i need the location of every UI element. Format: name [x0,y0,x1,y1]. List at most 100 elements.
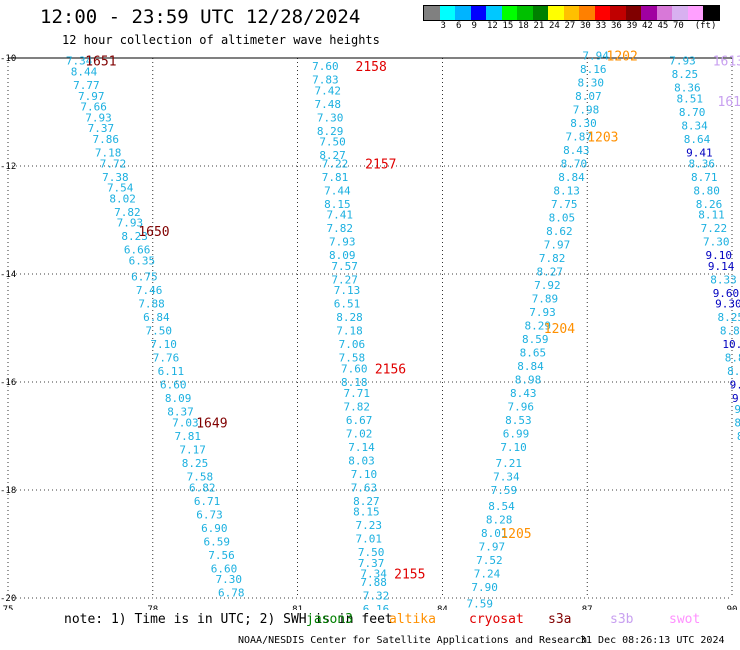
scale-swatch [703,6,719,20]
wave-height-value: 8.26 [696,198,723,211]
scale-label: (ft) [694,21,717,31]
wave-height-value: 6.16 [363,603,390,610]
wave-height-value: 8.02 [109,192,136,205]
wave-height-value: 7.82 [114,206,141,219]
wave-height-value: 8.70 [561,157,588,170]
footer-note: note: 1) Time is in UTC; 2) SWH is in fe… [64,612,393,627]
wave-height-value: 7.06 [339,338,366,351]
wave-height-value: 8.71 [691,171,718,184]
wave-height-value: 7.30 [703,236,730,249]
wave-height-value: 6.82 [189,481,216,494]
wave-height-value: 6.59 [203,535,230,548]
scale-swatch [548,6,564,20]
wave-height-value: 8.25 [672,68,699,81]
y-tick-label: -18 [0,486,16,496]
wave-height-value: 7.97 [479,541,506,554]
wave-height-value: 7.24 [474,568,501,581]
wave-height-value: 9.41 [686,147,713,160]
wave-height-value: 8.03 [348,454,375,467]
scale-label: 12 [487,21,498,31]
wave-height-value: 8.36 [689,157,716,170]
wave-height-value: 7.86 [92,133,119,146]
wave-height-value: 9.60 [713,287,740,300]
wave-height-value: 7.58 [187,471,214,484]
wave-height-value: 8 [737,430,740,443]
wave-height-value: 7.10 [150,338,177,351]
wave-height-value: 7.48 [314,98,341,111]
wave-height-value: 8.07 [575,90,602,103]
wave-height-value: 9. [732,392,740,405]
pass-time-label: 2157 [365,157,396,172]
wave-height-value: 7.92 [534,279,561,292]
wave-height-value: 8.80 [693,184,720,197]
wave-height-value: 7.34 [360,568,387,581]
wave-height-value: 8.16 [580,63,607,76]
wave-height-value: 8.83 [720,325,740,338]
pass-time-label: 1651 [85,55,116,70]
wave-height-value: 8 [734,417,740,430]
wave-height-value: 8.25 [718,311,740,324]
wave-height-value: 7.50 [319,136,346,149]
wave-height-value: 7.59 [467,597,494,610]
scale-label: 36 [611,21,622,31]
scale-label: 33 [595,21,607,31]
wave-height-value: 8.84 [517,360,544,373]
y-tick-label: -10 [0,54,16,64]
wave-height-value: 8.53 [505,414,532,427]
wave-height-value: 7.10 [351,468,378,481]
wave-height-value: 7.50 [358,546,385,559]
scale-swatch [610,6,626,20]
legend-item-swot: swot [669,612,701,627]
wave-height-value: 7.18 [95,147,122,160]
wave-height-value: 7.58 [339,352,366,365]
legend-item-cryosat: cryosat [469,612,524,627]
wave-height-value: 7.76 [153,352,180,365]
pass-time-label: 1204 [544,322,575,337]
wave-height-value: 8.15 [324,198,351,211]
wave-height-value: 8.65 [520,346,547,359]
wave-height-value: 8.51 [676,93,703,106]
wave-height-value: 7.02 [346,427,373,440]
wave-height-value: 7.30 [216,573,243,586]
wave-height-value: 8.30 [570,117,597,130]
wave-height-value: 8.27 [353,495,380,508]
scale-swatch [424,6,440,20]
wave-height-value: 7.81 [175,430,202,443]
wave-height-value: 8.23 [121,230,148,243]
x-tick-label: 84 [437,605,448,610]
x-tick-label: 81 [292,605,303,610]
scale-swatch [470,6,486,20]
legend-item-s3a: s3a [548,612,572,627]
wave-height-value: 8.89 [725,352,740,365]
wave-height-value: 8.64 [684,133,711,146]
pass-time-label: 1202 [607,49,638,64]
x-tick-label: 75 [3,605,14,610]
wave-height-value: 6.78 [218,587,245,600]
wave-height-value: 7.94 [582,49,609,62]
wave-height-value: 8.13 [553,184,580,197]
pass-time-label: 2156 [375,363,406,378]
map-subtitle: 12 hour collection of altimeter wave hei… [62,33,380,47]
wave-height-value: 6.73 [196,508,223,521]
wave-height-value: 8.09 [329,249,356,262]
wave-height-value: 7.82 [343,400,370,413]
scale-label: 9 [471,21,477,31]
wave-height-value: 8.37 [167,406,194,419]
wave-height-value: 7.81 [322,171,349,184]
y-tick-label: -12 [0,162,16,172]
wave-height-value: 7.37 [88,122,115,135]
scale-label: 24 [549,21,560,31]
pass-time-label: 1205 [500,527,531,542]
scale-swatch [625,6,641,20]
y-tick-label: -14 [0,270,16,280]
pass-time-label: 1612 [718,95,740,110]
wave-height-value: 9.14 [708,260,735,273]
scale-label: 70 [673,21,684,31]
scale-swatch [532,6,548,20]
wave-height-value: 7.72 [100,157,127,170]
wave-height-value: 8.44 [71,66,98,79]
wave-height-value: 7.01 [356,533,383,546]
wave-height-value: 7.93 [329,236,356,249]
wave-height-value: 6.67 [346,414,373,427]
wave-height-value: 7.52 [476,554,503,567]
